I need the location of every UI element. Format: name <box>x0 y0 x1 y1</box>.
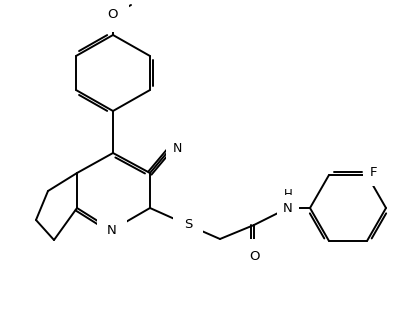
Text: O: O <box>249 250 259 262</box>
Text: N: N <box>107 223 117 236</box>
Text: O: O <box>108 9 118 22</box>
Text: F: F <box>370 167 378 179</box>
Text: N: N <box>283 201 293 215</box>
Text: N: N <box>172 141 182 154</box>
Text: S: S <box>184 218 192 232</box>
Text: H: H <box>284 188 292 201</box>
